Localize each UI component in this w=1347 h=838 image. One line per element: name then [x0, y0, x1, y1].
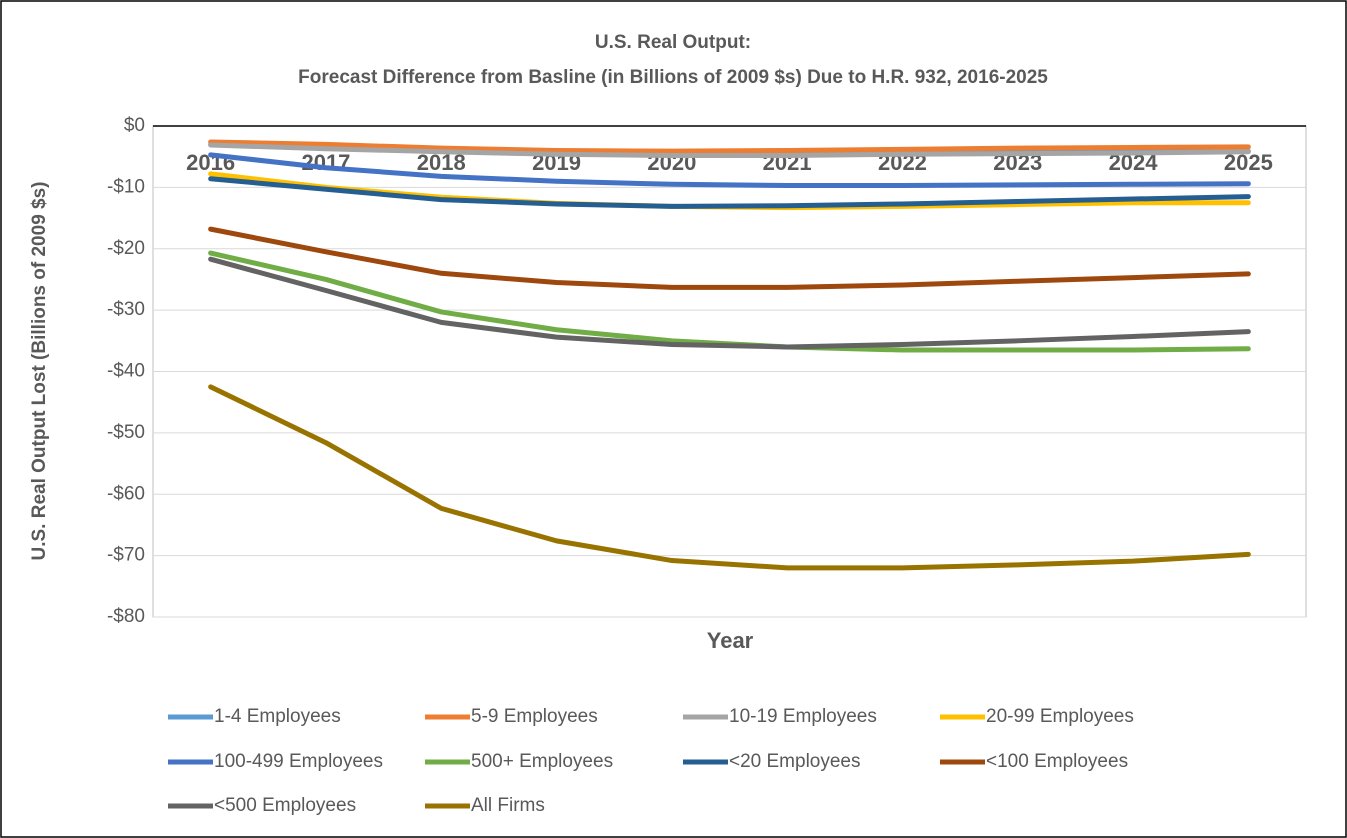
- series-line: [208, 142, 1251, 158]
- x-axis-label: Year: [707, 628, 754, 653]
- y-tick-label: -$20: [107, 238, 145, 259]
- legend-label: <100 Employees: [986, 751, 1128, 772]
- y-tick-label: -$80: [107, 606, 145, 627]
- series-line: [208, 176, 1251, 209]
- legend-label: 500+ Employees: [471, 751, 613, 772]
- legend-label: 100-499 Employees: [214, 751, 383, 772]
- legend-label: <500 Employees: [214, 795, 356, 816]
- y-axis-label: U.S. Real Output Lost (Billions of 2009 …: [29, 182, 50, 561]
- legend-label: 20-99 Employees: [986, 706, 1134, 727]
- series-line: [208, 384, 1251, 571]
- y-tick-label: $0: [124, 115, 145, 136]
- y-tick-label: -$30: [107, 299, 145, 320]
- legend-label: All Firms: [471, 795, 545, 816]
- chart-title: U.S. Real Output:: [595, 32, 751, 53]
- y-tick-label: -$10: [107, 176, 145, 197]
- legend-label: 5-9 Employees: [471, 706, 598, 727]
- series-line: [208, 152, 1251, 189]
- y-tick-label: -$70: [107, 545, 145, 566]
- chart-title: Forecast Difference from Basline (in Bil…: [298, 67, 1048, 88]
- legend-label: 10-19 Employees: [729, 706, 877, 727]
- y-tick-label: -$40: [107, 361, 145, 382]
- legend-label: <20 Employees: [729, 751, 861, 772]
- y-tick-label: -$60: [107, 483, 145, 504]
- series-line: [208, 256, 1251, 350]
- series-line: [208, 139, 1251, 154]
- series-line: [208, 226, 1251, 290]
- legend-label: 1-4 Employees: [214, 706, 341, 727]
- y-tick-label: -$50: [107, 422, 145, 443]
